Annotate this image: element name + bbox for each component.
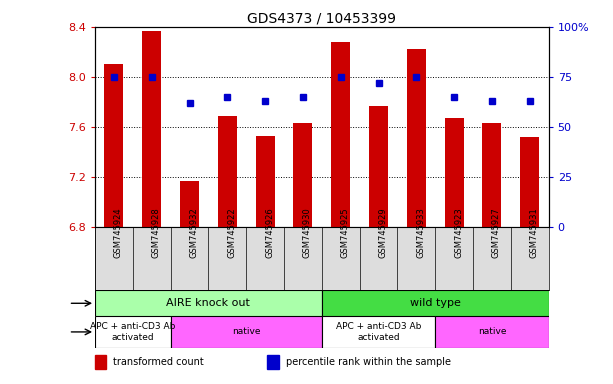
Text: GSM745925: GSM745925	[341, 207, 350, 258]
Bar	[435, 316, 549, 348]
Bar	[331, 42, 350, 227]
Bar	[104, 65, 123, 227]
Bar	[180, 181, 199, 227]
Text: GSM745930: GSM745930	[303, 207, 312, 258]
Text: APC + anti-CD3 Ab
activated: APC + anti-CD3 Ab activated	[336, 322, 421, 342]
Text: GSM745929: GSM745929	[378, 207, 387, 258]
Text: GSM745922: GSM745922	[227, 207, 237, 258]
Bar	[95, 316, 170, 348]
Text: transformed count: transformed count	[113, 357, 204, 367]
Text: GSM745927: GSM745927	[492, 207, 501, 258]
Bar	[294, 123, 313, 227]
Bar	[482, 123, 501, 227]
Bar	[369, 106, 388, 227]
Text: GSM745924: GSM745924	[114, 207, 123, 258]
Text: AIRE knock out: AIRE knock out	[167, 298, 250, 308]
Bar	[142, 31, 161, 227]
Bar	[267, 355, 279, 369]
Bar	[256, 136, 275, 227]
Text: native: native	[232, 328, 261, 336]
Bar	[444, 118, 463, 227]
Text: GSM745932: GSM745932	[189, 207, 199, 258]
Text: percentile rank within the sample: percentile rank within the sample	[286, 357, 451, 367]
Text: GSM745931: GSM745931	[530, 207, 539, 258]
Bar	[322, 316, 435, 348]
Text: GSM745928: GSM745928	[151, 207, 161, 258]
Bar	[95, 290, 322, 316]
Text: wild type: wild type	[410, 298, 460, 308]
Text: GSM745923: GSM745923	[454, 207, 463, 258]
Text: GSM745933: GSM745933	[416, 207, 425, 258]
Bar	[322, 290, 549, 316]
Text: native: native	[478, 328, 506, 336]
Bar	[407, 50, 426, 227]
Bar	[170, 316, 322, 348]
Bar	[520, 137, 539, 227]
Bar	[218, 116, 237, 227]
Text: APC + anti-CD3 Ab
activated: APC + anti-CD3 Ab activated	[90, 322, 175, 342]
Bar	[95, 355, 107, 369]
Title: GDS4373 / 10453399: GDS4373 / 10453399	[247, 12, 397, 26]
Text: GSM745926: GSM745926	[265, 207, 274, 258]
